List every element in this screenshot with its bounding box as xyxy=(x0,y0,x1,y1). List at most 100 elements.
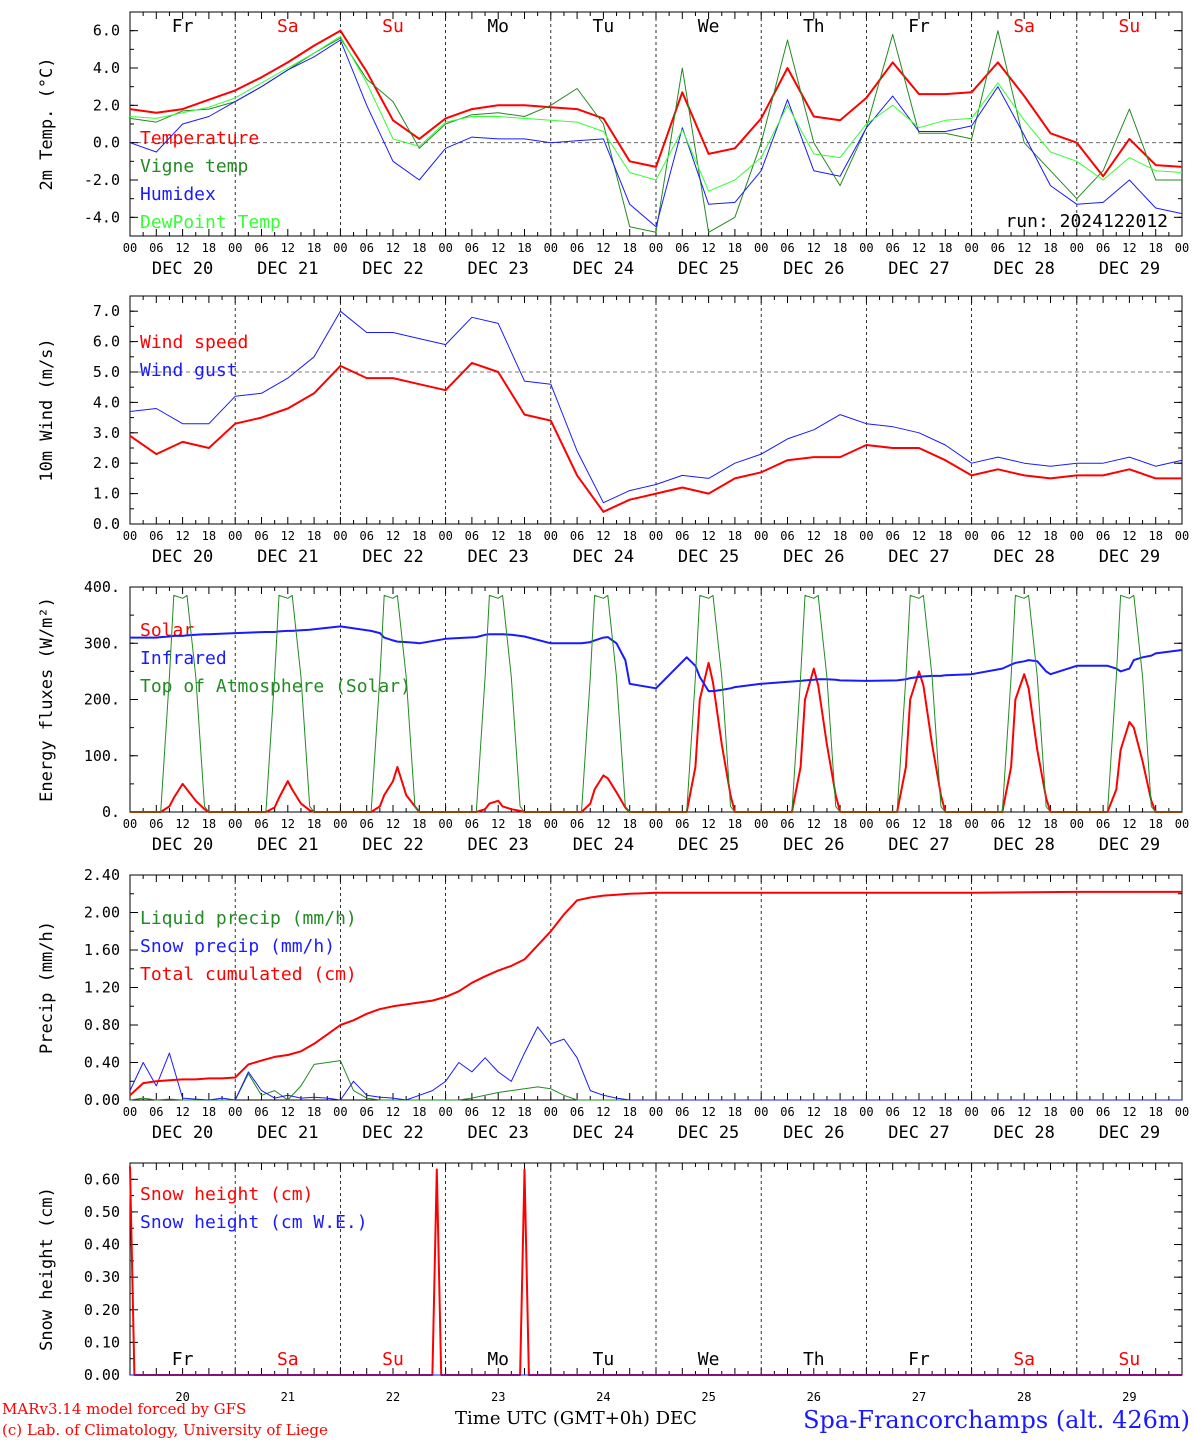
legend-entry: Snow precip (mm/h) xyxy=(140,936,335,957)
hour-label: 00 xyxy=(123,529,137,543)
hour-label: 18 xyxy=(728,529,742,543)
hour-label: 06 xyxy=(675,1105,689,1119)
hour-label: 06 xyxy=(885,529,899,543)
y-tick-label: 300. xyxy=(84,634,120,652)
legend-entry: Temperature xyxy=(140,128,259,149)
hour-label: 06 xyxy=(254,1105,268,1119)
hour-label: 00 xyxy=(333,241,347,255)
hour-label: 06 xyxy=(885,1105,899,1119)
hour-label: 06 xyxy=(465,241,479,255)
day-of-week-label: Sa xyxy=(1013,1349,1035,1370)
hour-label: 06 xyxy=(991,529,1005,543)
legend-entry: Wind gust xyxy=(140,360,238,381)
hour-label: 12 xyxy=(807,529,821,543)
date-label: DEC 29 xyxy=(1099,547,1160,567)
legend-entry: Infrared xyxy=(140,648,227,669)
hour-label: 12 xyxy=(596,241,610,255)
hour-label: 18 xyxy=(517,1105,531,1119)
hour-label: 00 xyxy=(1175,1105,1189,1119)
hour-label: 00 xyxy=(754,817,768,831)
y-axis-label: Snow height (cm) xyxy=(37,1187,57,1351)
y-tick-label: 400. xyxy=(84,578,120,596)
y-tick-label: 2.0 xyxy=(93,96,120,114)
hour-label: 00 xyxy=(123,1105,137,1119)
hour-label: 18 xyxy=(412,241,426,255)
series-line-2 xyxy=(129,890,1182,1097)
panel-precip: 00 06 12 18 00 06 12 18 00 06 12 18 00 06 12 18 00 06 12 18… xyxy=(37,866,1189,1143)
y-tick-label: 5.0 xyxy=(93,363,120,381)
hour-label: 18 xyxy=(728,1105,742,1119)
hour-label: 12 xyxy=(386,241,400,255)
series-line-2 xyxy=(130,594,1182,813)
hour-label: 18 xyxy=(938,241,952,255)
hour-label: 18 xyxy=(1043,241,1057,255)
hour-label: 00 xyxy=(333,817,347,831)
hour-label: 18 xyxy=(728,241,742,255)
hour-label: 00 xyxy=(1070,241,1084,255)
day-of-week-label: Fr xyxy=(908,16,930,37)
date-label: DEC 22 xyxy=(362,835,423,855)
hour-label: 12 xyxy=(175,817,189,831)
day-number-label: 26 xyxy=(807,1390,821,1404)
hour-label: 18 xyxy=(517,529,531,543)
hour-label: 18 xyxy=(1148,1105,1162,1119)
hour-label: 18 xyxy=(938,817,952,831)
hour-label: 12 xyxy=(1122,817,1136,831)
legend-entry: Snow height (cm) xyxy=(140,1184,313,1205)
date-label: DEC 20 xyxy=(152,259,213,279)
hour-label: 06 xyxy=(780,241,794,255)
x-axis-label: Time UTC (GMT+0h) DEC xyxy=(455,1408,697,1429)
hour-label: 12 xyxy=(281,1105,295,1119)
hour-label: 12 xyxy=(175,1105,189,1119)
hour-label: 00 xyxy=(964,529,978,543)
hour-label: 18 xyxy=(1148,241,1162,255)
y-tick-label: 100. xyxy=(84,747,120,765)
hour-label: 06 xyxy=(1096,817,1110,831)
hour-label: 18 xyxy=(1148,529,1162,543)
hour-label: 00 xyxy=(544,1105,558,1119)
date-label: DEC 28 xyxy=(993,835,1054,855)
date-label: DEC 29 xyxy=(1099,1123,1160,1143)
hour-label: 00 xyxy=(1175,529,1189,543)
hour-label: 00 xyxy=(544,241,558,255)
hour-label: 00 xyxy=(754,529,768,543)
date-label: DEC 20 xyxy=(152,547,213,567)
hour-label: 00 xyxy=(438,529,452,543)
hour-label: 12 xyxy=(386,529,400,543)
date-label: DEC 26 xyxy=(783,259,844,279)
hour-label: 12 xyxy=(386,817,400,831)
date-label: DEC 23 xyxy=(467,259,528,279)
hour-label: 06 xyxy=(675,817,689,831)
date-label: DEC 29 xyxy=(1099,259,1160,279)
hour-label: 12 xyxy=(491,529,505,543)
legend-entry: Wind speed xyxy=(140,332,248,353)
hour-label: 06 xyxy=(359,241,373,255)
day-number-label: 29 xyxy=(1122,1390,1136,1404)
hour-label: 18 xyxy=(833,529,847,543)
hour-label: 12 xyxy=(281,529,295,543)
hour-label: 12 xyxy=(807,1105,821,1119)
hour-label: 18 xyxy=(412,529,426,543)
hour-label: 06 xyxy=(254,529,268,543)
hour-label: 18 xyxy=(938,1105,952,1119)
hour-label: 06 xyxy=(465,817,479,831)
hour-label: 00 xyxy=(228,817,242,831)
plot-frame xyxy=(129,11,1183,237)
day-of-week-label: Fr xyxy=(908,1349,930,1370)
y-tick-label: 200. xyxy=(84,691,120,709)
y-tick-label: 0.0 xyxy=(93,134,120,152)
hour-label: 00 xyxy=(859,241,873,255)
hour-label: 18 xyxy=(1148,817,1162,831)
panel-wind: 00 06 12 18 00 06 12 18 00 06 12 18 00 06 12 18 00 06 12 18… xyxy=(37,295,1189,567)
day-of-week-label: Fr xyxy=(172,1349,194,1370)
y-tick-label: 6.0 xyxy=(93,333,120,351)
hour-label: 18 xyxy=(202,529,216,543)
hour-label: 06 xyxy=(780,529,794,543)
date-label: DEC 22 xyxy=(362,259,423,279)
y-tick-label: 1.60 xyxy=(84,941,120,959)
y-tick-label: 0.50 xyxy=(84,1203,120,1221)
hour-label: 00 xyxy=(754,1105,768,1119)
hour-label: 00 xyxy=(228,1105,242,1119)
day-of-week-label: Th xyxy=(803,16,825,37)
